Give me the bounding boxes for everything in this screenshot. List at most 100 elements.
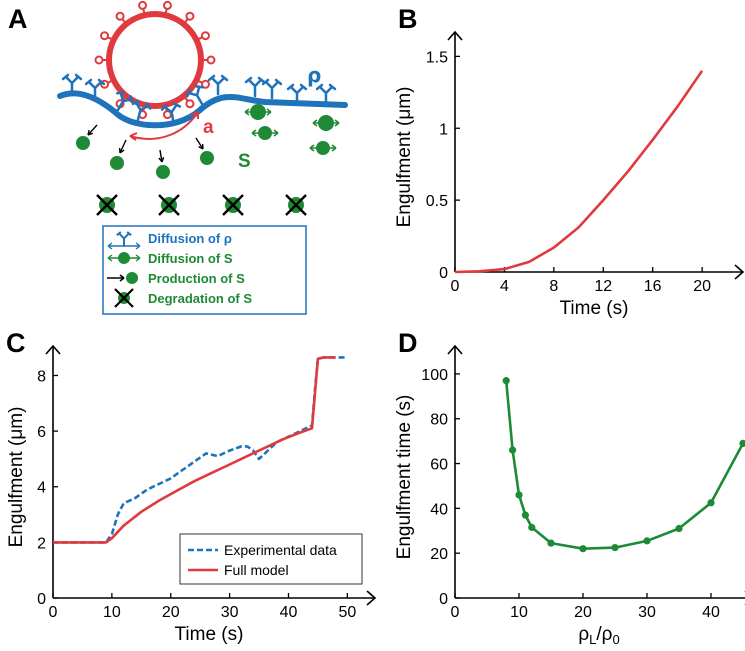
receptor-icon: [185, 85, 205, 106]
y-tick-label: 0: [439, 265, 448, 282]
x-tick-label: 40: [702, 604, 720, 621]
x-axis-label: Time (s): [560, 298, 629, 319]
y-tick-label: 40: [430, 501, 448, 518]
y-axis-arrow: [447, 30, 463, 41]
production-arrow: [195, 137, 204, 150]
legend-label: Full model: [224, 562, 289, 578]
chart-d: 0 10 20 30 40 0 20 40 60 80 100 ρL/ρ0 Engulfment tim…: [394, 344, 745, 647]
x-axis-arrow: [734, 264, 745, 280]
schematic-legend: Diffusion of ρ Diffusion of S Production…: [102, 225, 307, 315]
legend-text-degradation-s: Degradation of S: [148, 291, 252, 306]
legend-label: Experimental data: [224, 542, 337, 558]
y-tick-label: 1: [439, 121, 448, 138]
panel-label-d: D: [398, 328, 418, 358]
receptor-icon: [160, 102, 182, 124]
x-tick-label: 4: [500, 278, 509, 295]
receptor-icon: [286, 83, 308, 105]
ligand-icon: [206, 55, 216, 65]
receptors: [61, 73, 337, 124]
x-tick-label: 20: [693, 278, 711, 295]
ligand-icon: [94, 55, 104, 65]
y-axis-arrow: [447, 344, 463, 355]
signal-molecule-icon: [244, 104, 272, 120]
data-point: [502, 377, 510, 385]
s-label: S: [238, 151, 251, 172]
receptor-icon: [244, 76, 266, 98]
y-tick-label: 80: [430, 412, 448, 429]
ligand-icon: [185, 11, 195, 21]
data-point: [547, 539, 555, 547]
receptor-icon: [315, 83, 337, 105]
y-tick-label: 100: [421, 367, 448, 384]
legend-text-diffusion-s: Diffusion of S: [148, 251, 233, 266]
x-tick-label: 8: [549, 278, 558, 295]
chart-b: 0 4 8 12 16 20 0 0.5 1 1.5 Time (s) Engulfment (μm): [394, 30, 745, 319]
ligand-icon: [115, 11, 125, 21]
y-tick-label: 8: [37, 368, 46, 385]
ligands: [94, 0, 216, 120]
y-tick-label: 20: [430, 546, 448, 563]
x-axis-label: Time (s): [175, 624, 244, 645]
chart-c-legend: Experimental data Full model: [179, 533, 363, 585]
x-tick-label: 0: [451, 278, 460, 295]
ligand-icon: [200, 79, 210, 89]
data-point: [643, 537, 651, 545]
ligand-icon: [185, 99, 195, 109]
signal-molecule-icon: [251, 126, 279, 140]
series-line-1: [504, 380, 745, 551]
receptor-icon: [115, 91, 135, 112]
data-point: [508, 446, 517, 454]
signal-molecules: [76, 104, 340, 179]
receptor-icon: [84, 78, 106, 100]
y-axis-label: Engulfment (μm): [394, 87, 415, 228]
degradation-icon: [158, 194, 180, 216]
data-point: [707, 499, 715, 507]
receptor-icon: [131, 100, 152, 121]
x-tick-label: 40: [280, 604, 298, 621]
production-arrow: [119, 139, 127, 154]
data-point: [515, 491, 523, 499]
chart-c: 0 10 20 30 40 50 0 2 4 6 8 Time (s) Engulfment (μm) E…: [6, 344, 377, 645]
data-point: [528, 523, 536, 532]
x-axis-arrow: [366, 590, 377, 606]
engulfment-schematic: ρ a S Diffusion of ρ Diffusion of S Prod…: [57, 0, 348, 315]
y-tick-label: 0.5: [426, 193, 448, 210]
y-tick-label: 1.5: [426, 49, 448, 66]
legend-text-production-s: Production of S: [148, 271, 245, 286]
data-point: [579, 545, 587, 553]
x-axis-label: ρL/ρ0: [578, 624, 619, 647]
degradation-icon: [222, 194, 244, 216]
y-tick-label: 0: [439, 591, 448, 608]
degradation-icon: [96, 194, 118, 216]
engulfment-arrow: [129, 111, 199, 140]
x-tick-label: 0: [49, 604, 58, 621]
y-tick-label: 6: [37, 424, 46, 441]
bead: [94, 0, 216, 120]
receptor-icon: [261, 78, 283, 100]
panel-label-c: C: [6, 328, 26, 358]
ligand-icon: [100, 31, 110, 41]
membrane: [57, 90, 348, 129]
x-tick-label: 50: [338, 604, 356, 621]
x-tick-label: 30: [221, 604, 239, 621]
series-line-1: [53, 356, 348, 544]
degradation-row: [96, 194, 307, 216]
ligand-icon: [138, 0, 148, 10]
data-point: [739, 439, 745, 447]
panel-label-b: B: [398, 4, 418, 34]
data-point: [521, 511, 530, 519]
x-tick-label: 12: [594, 278, 612, 295]
data-point: [611, 543, 619, 552]
rho-label: ρ: [307, 63, 321, 87]
y-tick-label: 60: [430, 457, 448, 474]
s-diffusion-icon: [107, 252, 141, 264]
signal-molecule-icon: [312, 115, 340, 131]
signal-molecule-icon: [156, 165, 170, 179]
degradation-icon: [285, 194, 307, 216]
y-tick-label: 0: [37, 591, 46, 608]
x-tick-label: 20: [574, 604, 592, 621]
y-tick-label: 2: [37, 535, 46, 552]
y-axis-label: Engulfment (μm): [6, 407, 27, 548]
legend-text-diffusion-rho: Diffusion of ρ: [148, 231, 232, 246]
ligand-icon: [200, 31, 210, 41]
